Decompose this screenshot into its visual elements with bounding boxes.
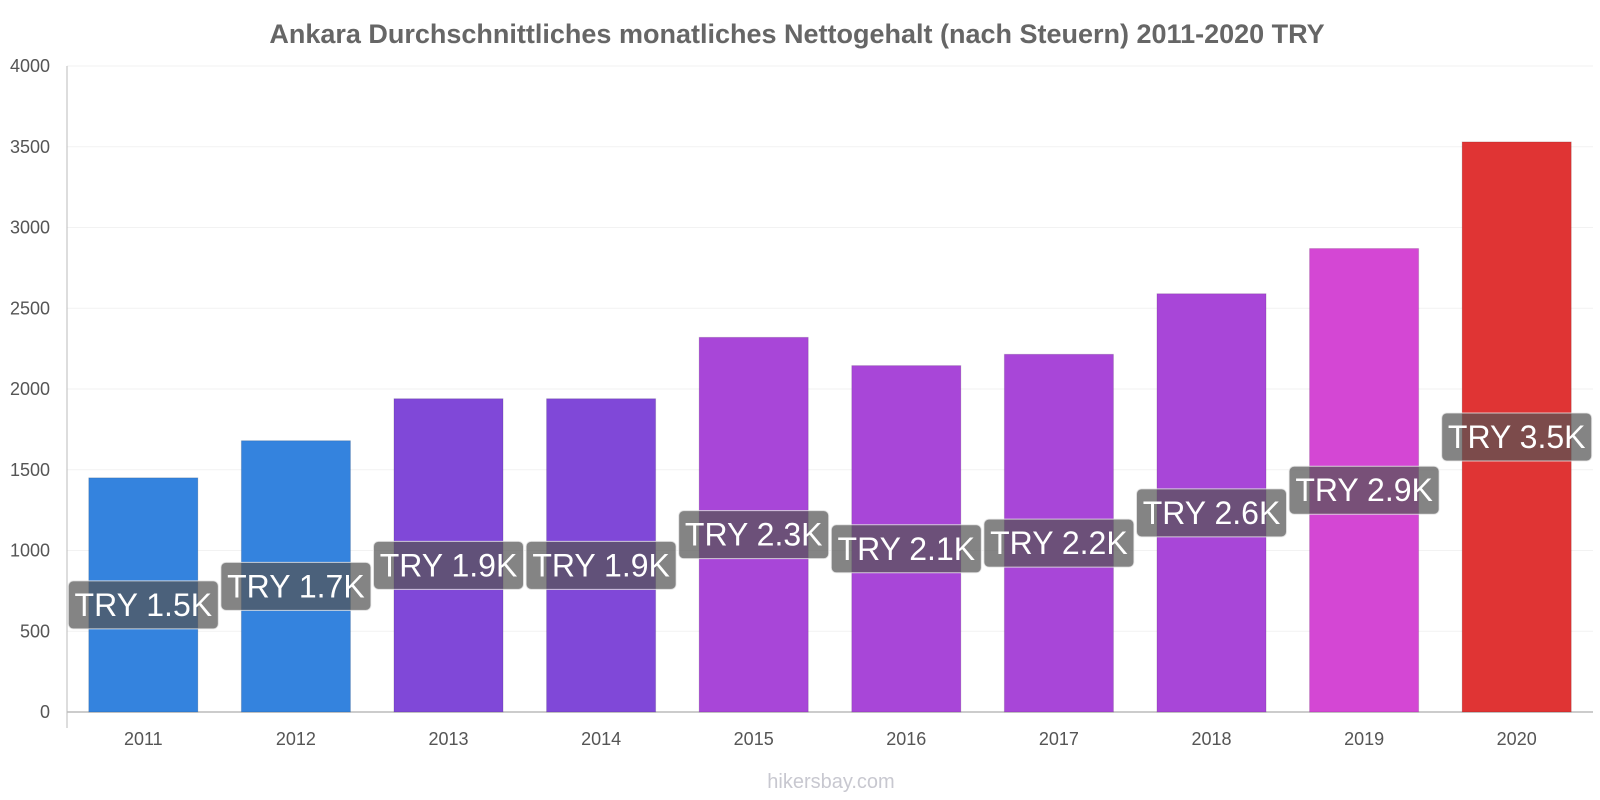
data-label-box: [1441, 412, 1593, 462]
x-tick-label: 2019: [1344, 729, 1384, 749]
y-tick-label: 2500: [10, 298, 50, 318]
data-label-text: TRY 2.3K: [685, 517, 823, 553]
data-label-text: TRY 1.5K: [75, 587, 213, 623]
y-tick-label: 3000: [10, 218, 50, 238]
data-label-text: TRY 1.9K: [380, 547, 518, 583]
data-label-box: [67, 580, 219, 630]
data-label-2014: TRY 1.9K: [525, 540, 677, 590]
data-label-2016: TRY 2.1K: [830, 524, 982, 574]
data-label-text: TRY 2.1K: [838, 531, 976, 567]
data-label-box: [1288, 465, 1440, 515]
data-label-2018: TRY 2.6K: [1136, 488, 1287, 538]
x-tick-label: 2020: [1497, 729, 1537, 749]
data-label-box: [1136, 488, 1287, 538]
data-label-2012: TRY 1.7K: [220, 561, 372, 611]
y-axis-ticks: 0 500 1000 1500 2000 2500 3000 3500 4000: [10, 56, 50, 722]
y-tick-label: 0: [40, 702, 50, 722]
data-label-box: [525, 540, 677, 590]
data-label-2015: TRY 2.3K: [678, 510, 830, 560]
x-axis-ticks: 2011 2012 2013 2014 2015 2016 2017 2018 2019 2020: [124, 729, 1537, 749]
y-tick-label: 1000: [10, 541, 50, 561]
data-label-2019: TRY 2.9K: [1288, 465, 1440, 515]
y-tick-label: 3500: [10, 137, 50, 157]
x-tick-label: 2017: [1039, 729, 1079, 749]
data-label-box: [220, 561, 372, 611]
data-label-text: TRY 1.7K: [227, 568, 365, 604]
x-tick-label: 2016: [886, 729, 926, 749]
y-tick-label: 4000: [10, 56, 50, 76]
data-label-2013: TRY 1.9K: [373, 540, 524, 590]
y-tick-label: 2000: [10, 379, 50, 399]
y-tick-label: 500: [20, 621, 50, 641]
data-label-text: TRY 2.6K: [1143, 495, 1281, 531]
data-label-box: [983, 518, 1135, 568]
x-tick-label: 2015: [734, 729, 774, 749]
chart-title: Ankara Durchschnittliches monatliches Ne…: [269, 19, 1324, 49]
x-tick-label: 2011: [124, 729, 163, 749]
x-tick-label: 2018: [1191, 729, 1231, 749]
data-label-text: TRY 2.2K: [990, 525, 1128, 561]
data-label-text: TRY 3.5K: [1448, 419, 1586, 455]
data-label-2011: TRY 1.5K: [67, 580, 219, 630]
x-tick-label: 2012: [276, 729, 316, 749]
y-tick-label: 1500: [10, 460, 50, 480]
data-label-box: [373, 540, 524, 590]
data-label-text: TRY 2.9K: [1295, 472, 1433, 508]
data-label-box: [830, 524, 982, 574]
watermark: hikersbay.com: [767, 771, 894, 793]
data-labels-group: TRY 1.5K TRY 1.7K TRY 1.9K TRY 1.9K TRY 2.3K…: [67, 412, 1593, 630]
data-label-2020: TRY 3.5K: [1441, 412, 1593, 462]
x-tick-label: 2013: [428, 729, 468, 749]
data-label-text: TRY 1.9K: [532, 547, 670, 583]
x-tick-label: 2014: [581, 729, 621, 749]
data-label-box: [678, 510, 830, 560]
data-label-2017: TRY 2.2K: [983, 518, 1135, 568]
